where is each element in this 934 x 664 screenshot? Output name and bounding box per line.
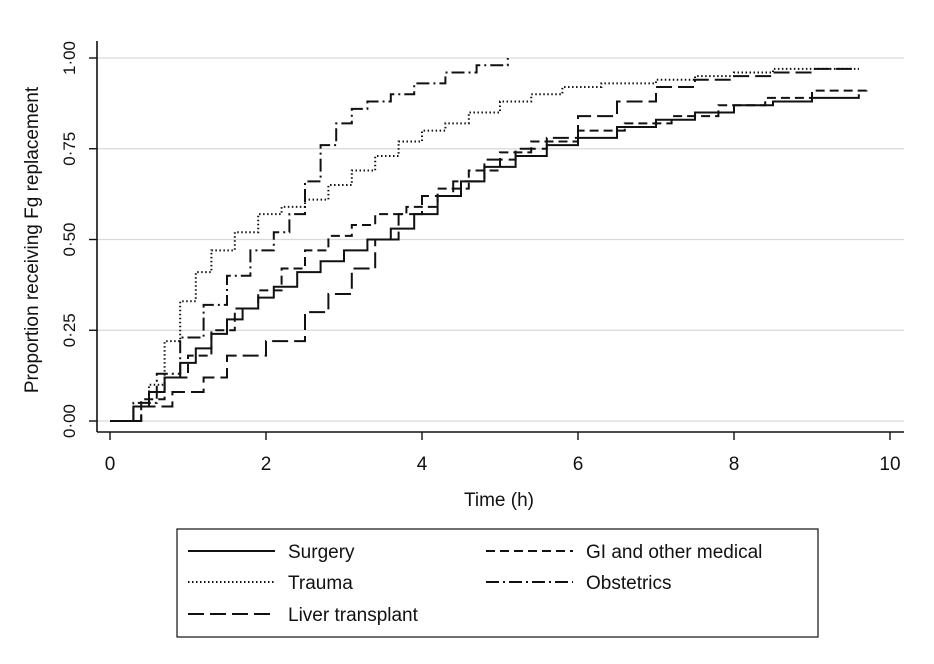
x-tick-label-4: 8 bbox=[729, 454, 740, 475]
x-axis-label: Time (h) bbox=[464, 490, 534, 511]
x-tick-label-3: 6 bbox=[573, 454, 584, 475]
legend-label-surgery: Surgery bbox=[288, 542, 355, 563]
x-ticks: 0 2 4 6 8 10 bbox=[105, 432, 901, 475]
series-group bbox=[110, 58, 868, 422]
axes bbox=[96, 41, 904, 433]
y-axis-label: Proportion receiving Fg replacement bbox=[22, 86, 43, 393]
x-tick-label-2: 4 bbox=[417, 454, 428, 475]
y-ticks: 0·00 0·25 0·50 0·75 1·00 bbox=[60, 41, 97, 438]
y-tick-label-4: 1·00 bbox=[60, 41, 79, 75]
legend-label-trauma: Trauma bbox=[288, 573, 353, 594]
legend-label-obstetrics: Obstetrics bbox=[586, 573, 672, 594]
y-tick-label-1: 0·25 bbox=[60, 313, 79, 347]
series-line-trauma bbox=[110, 67, 859, 422]
y-tick-label-0: 0·00 bbox=[60, 404, 79, 438]
y-tick-label-2: 0·50 bbox=[60, 222, 79, 256]
series-line-gi-and-other-medical bbox=[110, 87, 868, 422]
x-tick-label-1: 2 bbox=[261, 454, 272, 475]
x-tick-label-5: 10 bbox=[879, 454, 900, 475]
legend-label-liver-transplant: Liver transplant bbox=[288, 605, 419, 626]
legend: Surgery Trauma Liver transplant GI and othe… bbox=[176, 528, 819, 638]
y-tick-label-3: 0·75 bbox=[60, 132, 79, 166]
x-tick-label-0: 0 bbox=[105, 454, 116, 475]
legend-label-gi-and-other-medical: GI and other medical bbox=[586, 542, 762, 563]
